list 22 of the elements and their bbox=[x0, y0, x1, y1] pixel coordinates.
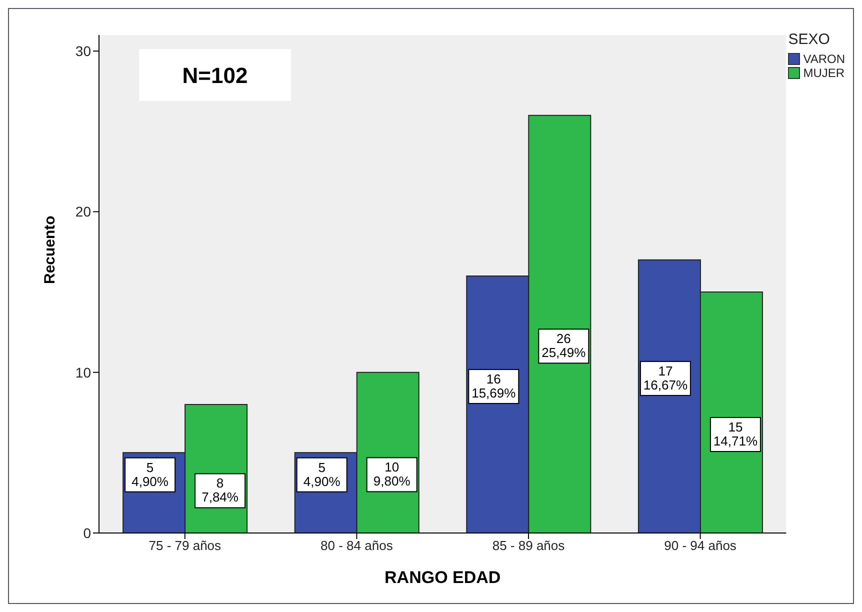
y-tick-label: 20 bbox=[75, 204, 92, 220]
y-axis-title: Recuento bbox=[41, 216, 58, 284]
legend-label: VARON bbox=[803, 52, 845, 66]
x-tick-label: 75 - 79 años bbox=[148, 538, 222, 554]
data-label: 15 14,71% bbox=[713, 420, 758, 449]
x-tick-label: 85 - 89 años bbox=[492, 538, 566, 554]
annotation: N=102 bbox=[182, 63, 248, 88]
x-tick-label: 80 - 84 años bbox=[320, 538, 394, 554]
data-label: 16 15,69% bbox=[472, 371, 516, 400]
y-tick-label: 0 bbox=[83, 524, 92, 541]
data-label: 5 4,90% bbox=[303, 460, 341, 489]
x-tick-label: 90 - 94 años bbox=[664, 538, 737, 554]
legend-title: SEXO bbox=[788, 31, 831, 48]
data-label: 26 25,49% bbox=[542, 331, 586, 360]
y-tick-label: 10 bbox=[75, 364, 92, 380]
data-label: 5 4,90% bbox=[132, 460, 169, 489]
y-tick-label: 30 bbox=[75, 43, 92, 60]
data-label: 10 9,80% bbox=[373, 460, 411, 489]
legend-label: MUJER bbox=[803, 66, 845, 80]
data-label: 8 7,84% bbox=[202, 476, 239, 505]
x-axis-title: RANGO EDAD bbox=[384, 568, 501, 587]
data-label: 17 16,67% bbox=[643, 363, 688, 392]
